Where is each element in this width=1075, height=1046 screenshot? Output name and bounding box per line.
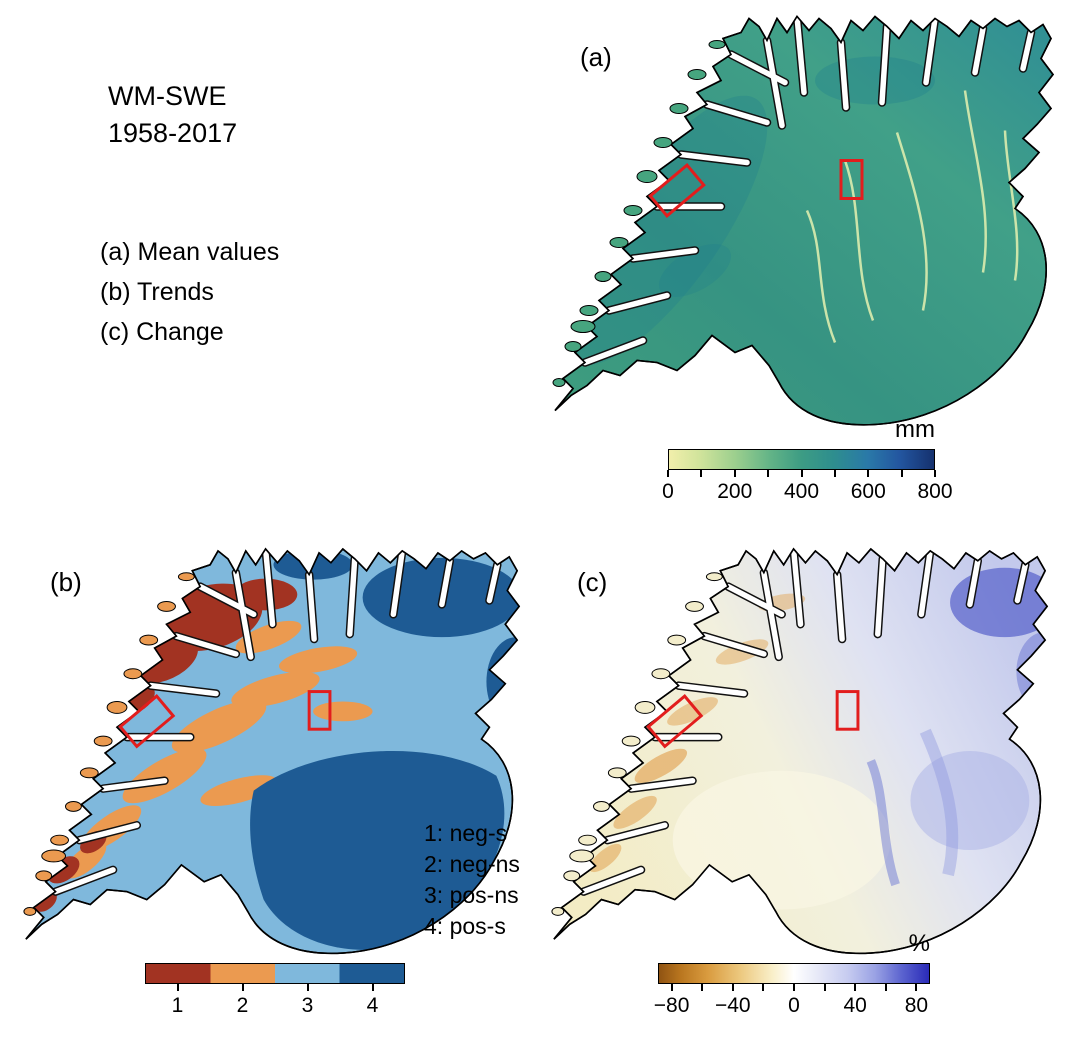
tick <box>670 984 673 991</box>
tick <box>767 470 770 477</box>
index-item-b: (b) Trends <box>100 278 214 306</box>
colorbar-a: mm 0 200 400 600 800 <box>662 416 952 509</box>
tick <box>934 470 936 477</box>
tick <box>306 984 309 991</box>
panel-b-tag: (b) <box>50 567 82 597</box>
tick-label: −40 <box>714 994 751 1017</box>
tick <box>667 470 669 477</box>
tick-label: 1 <box>171 994 184 1017</box>
tick <box>762 984 765 991</box>
colorbar-c: % −80 −40 0 40 80 <box>654 930 930 1023</box>
tick-label: 40 <box>843 994 867 1017</box>
tick-label: 4 <box>366 994 379 1017</box>
tick-label: 800 <box>917 480 953 503</box>
map-a-field <box>562 17 1031 394</box>
index-item-a: (a) Mean values <box>100 238 280 266</box>
figure-title-line1: WM-SWE <box>108 81 227 111</box>
tick <box>733 470 736 477</box>
tick <box>793 984 795 991</box>
tick <box>884 984 887 991</box>
legend-item-pos-s: 4: pos-s <box>424 913 506 939</box>
trend-class-legend: 1: neg-s 2: neg-ns 3: pos-ns 4: pos-s <box>424 818 520 942</box>
legend-item-neg-s: 1: neg-s <box>424 820 508 846</box>
map-b-field <box>34 549 520 950</box>
tick-label: 80 <box>904 994 929 1017</box>
colorbar-c-bar <box>658 963 930 984</box>
tick-label: 2 <box>236 994 249 1017</box>
legend-item-neg-ns: 2: neg-ns <box>424 851 520 877</box>
colorbar-b-bar <box>145 963 405 984</box>
colorbar-b: 1 2 3 4 <box>145 963 405 1023</box>
tick-label: 600 <box>850 480 886 503</box>
panel-c-tag: (c) <box>577 567 608 597</box>
tick <box>833 470 836 477</box>
tick <box>241 984 244 991</box>
tick-label: 400 <box>783 480 820 503</box>
panel-a-tag: (a) <box>580 42 612 72</box>
tick <box>854 984 857 991</box>
map-b-trends <box>23 548 520 955</box>
tick <box>867 470 870 477</box>
index-item-c: (c) Change <box>100 318 224 346</box>
tick <box>823 984 826 991</box>
tick <box>176 984 179 991</box>
tick <box>900 470 903 477</box>
tick-label: −80 <box>653 994 690 1017</box>
panel-index-block: (a) Mean values (b) Trends (c) Change <box>100 232 279 352</box>
colorbar-a-unit: mm <box>895 416 935 443</box>
tick <box>731 984 734 991</box>
tick-label: 200 <box>717 480 753 503</box>
colorbar-c-unit: % <box>908 930 930 957</box>
map-c-change <box>551 548 1048 955</box>
tick-label: 0 <box>788 994 800 1017</box>
tick <box>915 984 918 991</box>
figure-title-line2: 1958-2017 <box>108 118 238 148</box>
tick <box>701 984 704 991</box>
map-a-mean-values <box>552 15 1054 426</box>
tick <box>800 470 803 477</box>
legend-item-pos-ns: 3: pos-ns <box>424 882 519 908</box>
tick-label: 0 <box>662 480 674 503</box>
figure-title-block: WM-SWE 1958-2017 <box>108 78 237 152</box>
colorbar-a-bar <box>668 449 935 470</box>
tick <box>700 470 703 477</box>
tick-label: 3 <box>301 994 314 1017</box>
tick <box>371 984 374 991</box>
